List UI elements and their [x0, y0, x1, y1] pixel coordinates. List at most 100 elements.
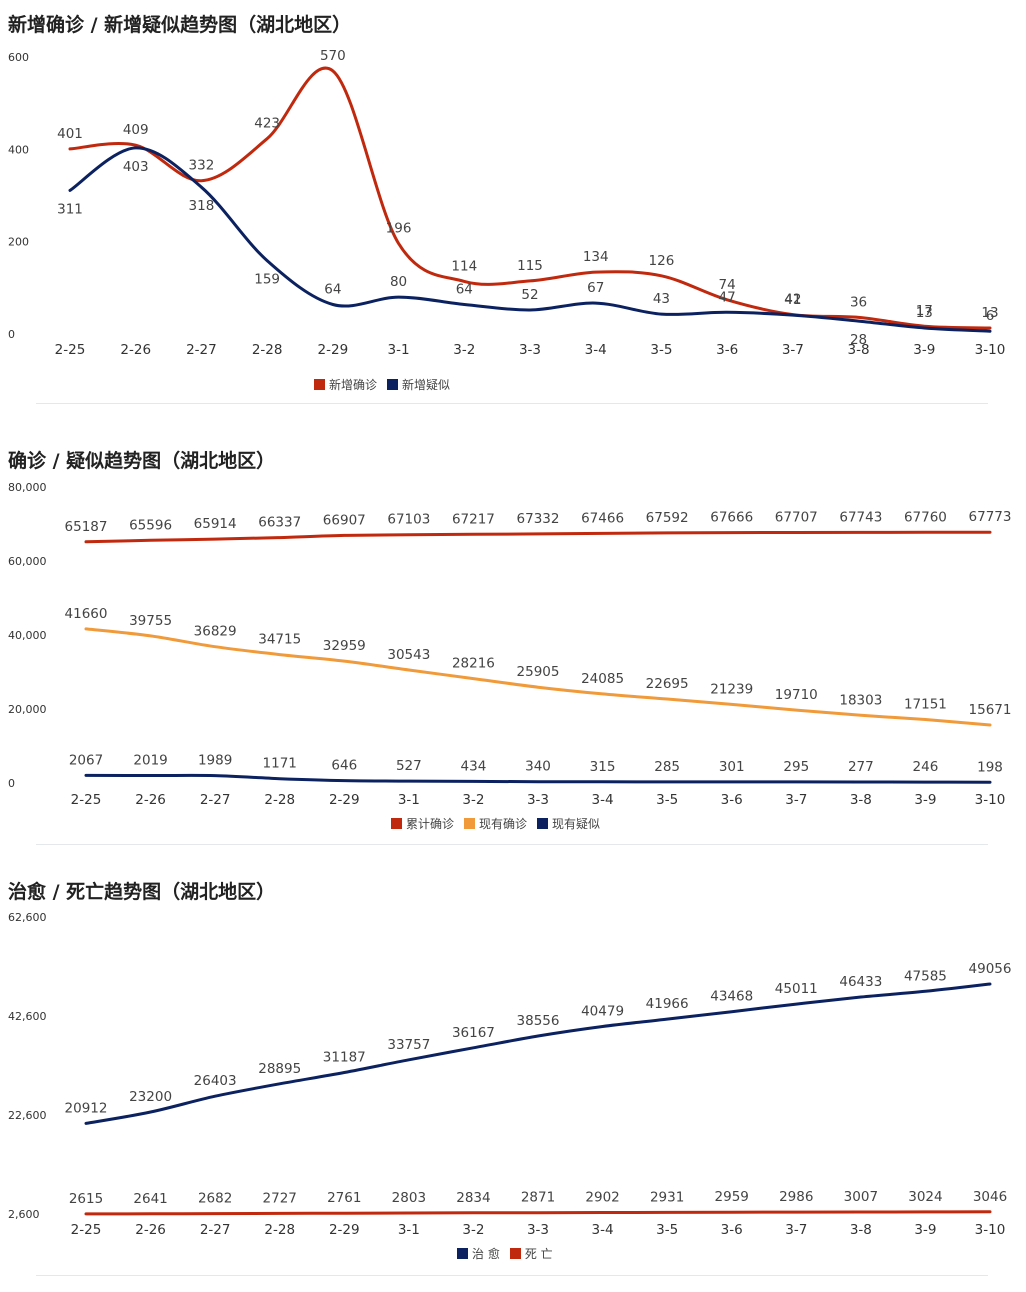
- data-label: 45011: [775, 981, 818, 997]
- x-tick-label: 3-5: [650, 342, 672, 358]
- x-tick-label: 2-25: [71, 1222, 102, 1238]
- y-tick-label: 42,600: [8, 1010, 47, 1023]
- x-tick-label: 3-10: [975, 792, 1006, 808]
- legend-label: 现有疑似: [552, 817, 601, 831]
- chart-legend: 累计确诊 现有确诊 现有疑似: [391, 815, 600, 832]
- data-label: 31187: [323, 1049, 366, 1065]
- data-label: 6: [986, 308, 995, 324]
- data-label: 115: [517, 258, 543, 274]
- series-line: [84, 773, 992, 784]
- data-label: 318: [189, 198, 215, 214]
- x-tick-label: 3-3: [519, 342, 541, 358]
- chart-title: 确诊 / 疑似趋势图（湖北地区）: [8, 450, 276, 472]
- x-tick-label: 2-29: [329, 1222, 360, 1238]
- data-label: 2019: [133, 753, 167, 769]
- x-tick-label: 3-9: [914, 1222, 936, 1238]
- series-line: [84, 530, 992, 544]
- data-label: 52: [521, 287, 538, 303]
- x-tick-label: 3-9: [914, 792, 936, 808]
- x-tick-label: 3-4: [592, 1222, 614, 1238]
- data-label: 38556: [517, 1013, 560, 1029]
- x-tick-label: 3-4: [585, 342, 607, 358]
- data-label: 41: [784, 292, 801, 308]
- data-label: 401: [57, 126, 83, 142]
- x-tick-label: 3-10: [975, 342, 1006, 358]
- data-label: 67466: [581, 510, 624, 526]
- x-tick-label: 3-6: [721, 1222, 743, 1238]
- legend-label: 新增确诊: [329, 378, 378, 392]
- x-tick-label: 3-9: [913, 342, 935, 358]
- legend-item[interactable]: 现有疑似: [537, 815, 600, 832]
- data-label: 28216: [452, 656, 495, 672]
- data-label: 22695: [646, 676, 689, 692]
- x-tick-label: 3-7: [785, 1222, 807, 1238]
- data-label: 47: [719, 289, 736, 305]
- x-tick-label: 3-4: [592, 792, 614, 808]
- legend-swatch: [314, 379, 325, 390]
- x-tick-label: 2-26: [135, 1222, 166, 1238]
- legend-item[interactable]: 累计确诊: [391, 815, 454, 832]
- x-tick-label: 2-27: [200, 792, 231, 808]
- data-label: 1171: [263, 756, 297, 772]
- data-label: 295: [783, 759, 809, 775]
- x-tick-label: 2-27: [200, 1222, 231, 1238]
- x-tick-label: 2-25: [71, 792, 102, 808]
- data-label: 67707: [775, 509, 818, 525]
- x-tick-label: 3-7: [785, 792, 807, 808]
- data-label: 2959: [715, 1189, 749, 1205]
- data-label: 39755: [129, 613, 172, 629]
- data-label: 67103: [387, 512, 430, 528]
- x-tick-label: 3-1: [388, 342, 410, 358]
- x-tick-label: 2-28: [252, 342, 283, 358]
- legend-swatch: [537, 818, 549, 829]
- data-label: 34715: [258, 632, 301, 648]
- legend-item[interactable]: 治 愈: [457, 1245, 500, 1262]
- data-label: 3007: [844, 1189, 878, 1205]
- data-label: 30543: [387, 647, 430, 663]
- legend-swatch: [387, 379, 399, 390]
- legend-item[interactable]: 新增确诊: [314, 376, 377, 393]
- data-label: 67217: [452, 511, 495, 527]
- data-label: 2615: [69, 1191, 103, 1207]
- data-label: 17: [916, 303, 933, 319]
- series-line: [68, 146, 992, 333]
- data-label: 65914: [194, 516, 237, 532]
- data-label: 570: [320, 48, 346, 64]
- data-label: 32959: [323, 638, 366, 654]
- data-label: 332: [189, 158, 215, 174]
- legend-label: 死 亡: [524, 1247, 553, 1261]
- data-label: 74: [719, 277, 736, 293]
- y-tick-label: 0: [8, 328, 15, 341]
- data-label: 301: [719, 759, 745, 775]
- x-tick-label: 2-26: [120, 342, 151, 358]
- data-label: 114: [451, 258, 477, 274]
- legend-swatch: [457, 1248, 468, 1259]
- chart-panel-new-cases: 新增确诊 / 新增疑似趋势图（湖北地区） 0 200 400 600 2-25 2-26 2…: [0, 10, 1026, 405]
- data-label: 49056: [969, 961, 1012, 977]
- y-tick-label: 2,600: [8, 1208, 40, 1221]
- legend-label: 新增疑似: [402, 378, 451, 392]
- legend-item[interactable]: 死 亡: [509, 1245, 553, 1262]
- series-line: [84, 982, 992, 1125]
- data-label: 47585: [904, 968, 947, 984]
- x-tick-label: 3-1: [398, 792, 420, 808]
- data-label: 315: [590, 759, 616, 775]
- x-tick-label: 3-6: [721, 792, 743, 808]
- data-label: 65596: [129, 517, 172, 533]
- divider: [36, 844, 988, 845]
- data-label: 277: [848, 759, 874, 775]
- legend-item[interactable]: 现有确诊: [464, 815, 527, 832]
- legend-item[interactable]: 新增疑似: [387, 376, 450, 393]
- data-label: 43468: [710, 989, 753, 1005]
- x-tick-label: 3-2: [453, 342, 475, 358]
- x-tick-label: 3-5: [656, 1222, 678, 1238]
- y-tick-label: 600: [8, 51, 29, 64]
- data-label: 159: [254, 272, 280, 288]
- data-label: 42: [784, 292, 801, 308]
- divider: [36, 1275, 988, 1276]
- data-label: 13: [981, 305, 998, 321]
- x-tick-label: 3-3: [527, 1222, 549, 1238]
- chart-svg: 0 200 400 600 2-25 2-26 2-27 2-28 2-29 3-1 3-2 3-3 3…: [8, 48, 1006, 358]
- data-label: 46433: [839, 974, 882, 990]
- x-tick-label: 2-27: [186, 342, 217, 358]
